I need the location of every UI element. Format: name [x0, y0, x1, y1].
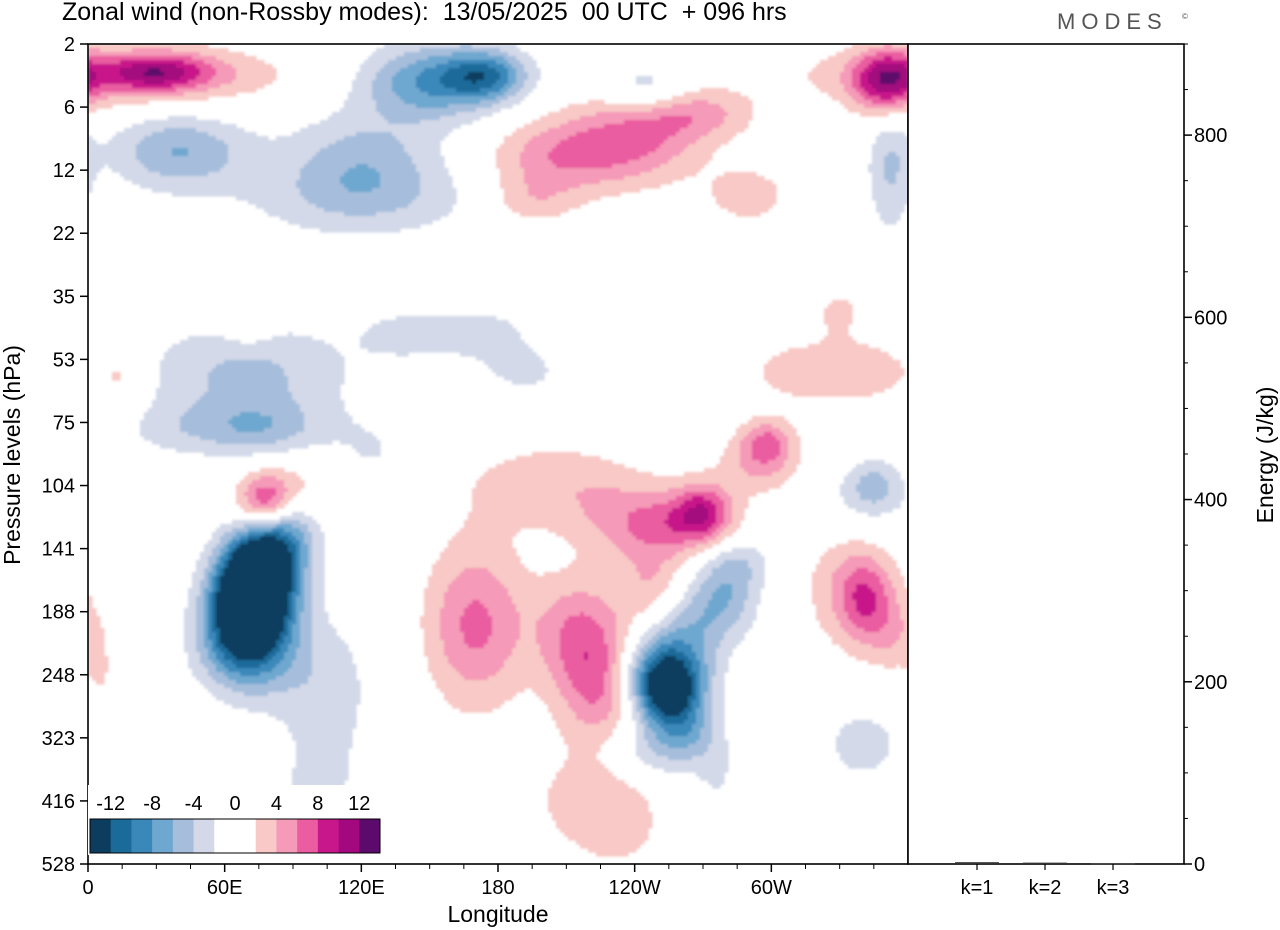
y-axis-label: Pressure levels (hPa) [0, 345, 25, 565]
x-tick-label: 120E [338, 877, 385, 899]
x-tick-label: 180 [481, 877, 514, 899]
colorbar: -12 -8 -4 0 4 8 12 [88, 785, 382, 855]
brand-copyright-mark: © [1182, 12, 1188, 21]
colorbar-swatch [359, 819, 381, 853]
colorbar-label: 12 [348, 793, 370, 815]
energy-tick-label: 400 [1194, 490, 1227, 512]
energy-axis-label: Energy (J/kg) [1252, 387, 1278, 524]
colorbar-swatch [172, 819, 194, 853]
y-tick-label: 2 [64, 34, 75, 56]
colorbar-swatch [193, 819, 215, 853]
energy-tick-label: 600 [1194, 307, 1227, 329]
energy-axis: 0 200 400 600 800 [1184, 43, 1227, 876]
colorbar-swatch [297, 819, 319, 853]
x-tick-label: 60W [751, 877, 792, 899]
x-tick-label: 120W [609, 877, 661, 899]
y-tick-label: 416 [42, 791, 75, 813]
energy-tick-label: 0 [1194, 854, 1205, 876]
colorbar-frame [89, 818, 381, 854]
y-tick-label: 104 [42, 476, 75, 498]
y-tick-label: 53 [53, 349, 75, 371]
colorbar-label: -12 [96, 793, 125, 815]
chart-title: Zonal wind (non-Rossby modes): 13/05/202… [62, 0, 787, 26]
energy-panel-frame [907, 43, 1185, 865]
colorbar-swatch [110, 819, 132, 853]
colorbar-label: -4 [185, 793, 203, 815]
y-tick-label: 6 [64, 97, 75, 119]
colorbar-label: 4 [271, 793, 282, 815]
colorbar-swatch [214, 819, 236, 853]
energy-tick-label: 800 [1194, 125, 1227, 147]
y-tick-label: 248 [42, 665, 75, 687]
energy-bar [1023, 862, 1067, 864]
energy-tick-label: 200 [1194, 672, 1227, 694]
colorbar-label: 8 [312, 793, 323, 815]
colorbar-swatch [235, 819, 257, 853]
y-tick-label: 323 [42, 728, 75, 750]
zonal-wind-heatmap [88, 44, 908, 857]
longitude-axis: 0 60E 120E 180 120W 60W [82, 864, 875, 899]
colorbar-swatch [317, 819, 339, 853]
x-tick-label: 60E [207, 877, 243, 899]
x-tick-label: 0 [82, 877, 93, 899]
y-tick-label: 35 [53, 286, 75, 308]
y-tick-label: 188 [42, 602, 75, 624]
colorbar-swatch [338, 819, 360, 853]
colorbar-label: -8 [143, 793, 161, 815]
y-tick-label: 141 [42, 539, 75, 561]
energy-bars: k=1 k=2 k=3 [955, 862, 1135, 899]
colorbar-swatch [90, 819, 112, 853]
brand-logo: MODES [1057, 9, 1168, 34]
y-tick-label: 12 [53, 160, 75, 182]
colorbar-swatch [276, 819, 298, 853]
energy-category-label: k=3 [1097, 877, 1130, 899]
colorbar-label: 0 [229, 793, 240, 815]
colorbar-swatch [255, 819, 277, 853]
y-tick-label: 528 [42, 854, 75, 876]
colorbar-swatch [152, 819, 174, 853]
y-tick-label: 22 [53, 223, 75, 245]
x-axis-label: Longitude [447, 901, 548, 927]
energy-category-label: k=1 [961, 877, 994, 899]
colorbar-swatch [131, 819, 153, 853]
y-tick-label: 75 [53, 412, 75, 434]
energy-bar [955, 862, 999, 864]
pressure-axis: 2 6 12 22 35 53 75 104 141 188 248 323 416 528 [42, 34, 88, 876]
heatmap-cells [88, 44, 908, 857]
energy-category-label: k=2 [1029, 877, 1062, 899]
